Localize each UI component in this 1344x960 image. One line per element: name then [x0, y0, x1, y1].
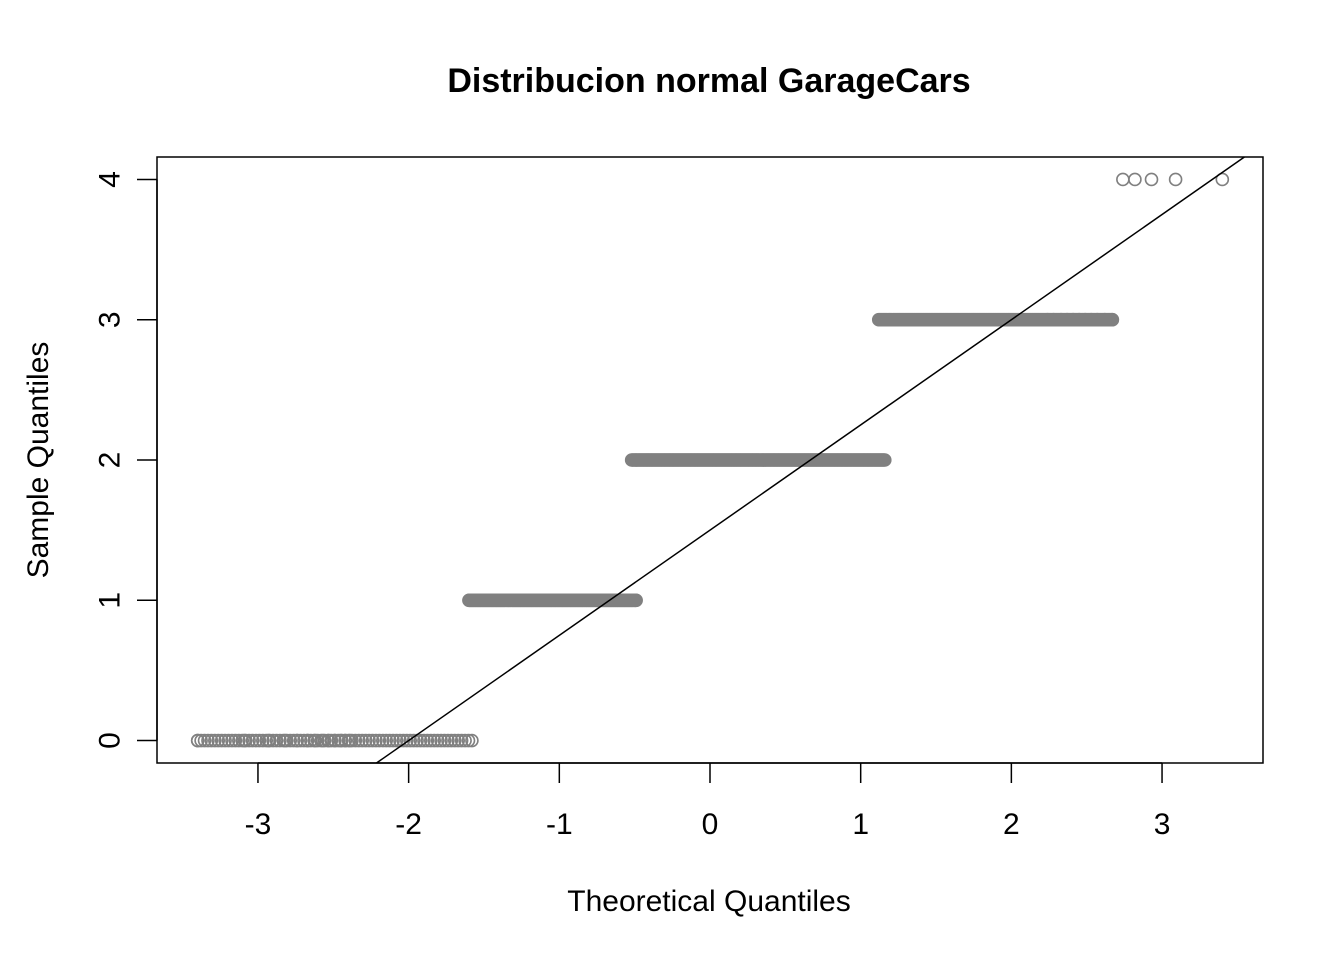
data-point: [461, 733, 476, 748]
data-point: [204, 733, 219, 748]
data-point: [403, 733, 418, 748]
data-point: [454, 733, 469, 748]
data-point: [379, 733, 394, 748]
x-tick-label: 3: [1154, 808, 1171, 841]
data-point: [1084, 312, 1099, 327]
data-point: [351, 733, 366, 748]
y-tick-label: 2: [94, 452, 127, 469]
data-point: [290, 733, 304, 748]
data-point: [629, 593, 643, 608]
data-point: [218, 733, 232, 748]
data-point: [441, 733, 455, 748]
x-tick-label: 1: [852, 808, 869, 841]
data-point: [228, 733, 243, 748]
plot-frame: [156, 156, 1264, 764]
data-point: [358, 733, 373, 748]
data-point: [190, 733, 205, 748]
data-point: [293, 733, 308, 748]
x-axis-label: Theoretical Quantiles: [567, 885, 850, 918]
data-point: [451, 733, 466, 748]
data-point: [1046, 312, 1061, 327]
data-point: [1097, 312, 1112, 327]
y-tick-label: 3: [94, 311, 127, 328]
x-tick-label: -3: [245, 808, 272, 841]
data-point: [386, 733, 400, 748]
data-point: [417, 733, 431, 748]
x-tick-label: 2: [1003, 808, 1020, 841]
data-point: [382, 733, 397, 748]
data-point: [300, 733, 315, 748]
data-point: [444, 733, 459, 748]
data-point: [1128, 172, 1142, 187]
data-point: [201, 733, 215, 748]
y-tick-label: 4: [94, 171, 127, 188]
data-point: [1105, 312, 1120, 327]
data-point: [877, 453, 892, 467]
x-tick-label: -2: [395, 808, 422, 841]
data-point: [1215, 172, 1230, 187]
data-point: [399, 733, 414, 748]
data-point: [286, 733, 301, 748]
data-point: [211, 733, 226, 748]
data-point: [338, 733, 353, 748]
x-tick-label: -1: [546, 808, 573, 841]
data-point: [348, 733, 363, 748]
data-point: [447, 733, 462, 748]
data-point: [256, 733, 270, 748]
points-layer: [190, 172, 1230, 748]
data-point: [465, 733, 479, 748]
data-point: [269, 733, 284, 748]
data-point: [413, 733, 428, 748]
y-tick-label: 1: [94, 592, 127, 609]
data-point: [308, 733, 323, 748]
data-point: [327, 733, 342, 748]
data-point: [208, 733, 222, 748]
data-point: [232, 733, 246, 748]
y-axis-label: Sample Quantiles: [22, 342, 55, 579]
data-point: [242, 733, 256, 748]
data-point: [283, 733, 298, 748]
data-point: [1090, 312, 1105, 327]
data-point: [369, 733, 383, 748]
data-point: [343, 733, 357, 748]
data-point: [372, 733, 387, 748]
data-point: [194, 733, 208, 748]
reference-line: [376, 156, 1245, 764]
y-tick-label: 0: [94, 732, 127, 749]
data-point: [437, 733, 452, 748]
data-point: [221, 733, 236, 748]
data-point: [245, 733, 260, 748]
data-point: [1144, 172, 1159, 187]
data-point: [1116, 172, 1130, 187]
data-point: [389, 733, 404, 748]
data-point: [214, 733, 229, 748]
data-point: [458, 733, 472, 748]
data-point: [252, 733, 267, 748]
data-point: [375, 733, 390, 748]
data-point: [427, 733, 442, 748]
data-point: [334, 733, 348, 748]
data-point: [434, 733, 448, 748]
data-point: [197, 733, 212, 748]
x-tick-label: 0: [702, 808, 719, 841]
data-point: [237, 733, 252, 748]
data-point: [1168, 172, 1183, 187]
data-point: [420, 733, 435, 748]
chart-title: Distribucion normal GarageCars: [447, 62, 970, 100]
data-point: [362, 733, 376, 748]
data-point: [261, 733, 276, 748]
data-point: [1040, 312, 1055, 327]
data-point: [423, 733, 438, 748]
data-point: [365, 733, 380, 748]
reference-line-layer: [376, 156, 1245, 764]
data-point: [430, 733, 445, 748]
